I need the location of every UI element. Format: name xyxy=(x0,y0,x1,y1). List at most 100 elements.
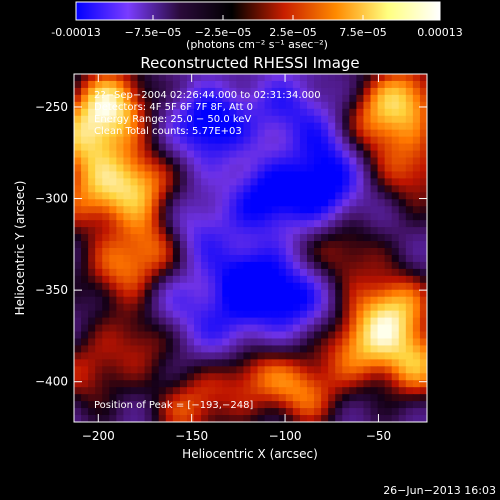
heatmap-cell xyxy=(179,248,188,256)
heatmap-cell xyxy=(278,268,287,277)
heatmap-cell xyxy=(158,408,167,416)
heatmap-cell xyxy=(349,192,357,200)
heatmap-cell xyxy=(172,143,181,152)
heatmap-cell xyxy=(405,206,414,214)
heatmap-cell xyxy=(201,303,209,312)
heatmap-cell xyxy=(314,157,322,166)
heatmap-cell xyxy=(81,234,89,242)
heatmap-cell xyxy=(271,87,280,96)
heatmap-cell xyxy=(123,143,132,152)
heatmap-cell xyxy=(102,206,110,214)
heatmap-cell xyxy=(194,87,202,96)
heatmap-cell xyxy=(81,268,89,277)
heatmap-cell xyxy=(398,310,407,319)
heatmap-cell xyxy=(321,394,329,402)
heatmap-cell xyxy=(165,289,174,298)
heatmap-cell xyxy=(158,338,167,347)
heatmap-cell xyxy=(271,150,280,159)
heatmap-cell xyxy=(243,143,252,152)
heatmap-cell xyxy=(95,261,103,270)
heatmap-cell xyxy=(81,317,89,326)
heatmap-cell xyxy=(130,220,139,228)
heatmap-cell xyxy=(116,87,125,96)
heatmap-cell xyxy=(179,143,188,152)
heatmap-cell xyxy=(109,317,117,326)
heatmap-cell xyxy=(95,199,103,207)
heatmap-cell xyxy=(314,80,322,89)
heatmap-cell xyxy=(215,282,223,291)
heatmap-cell xyxy=(194,136,202,145)
heatmap-cell xyxy=(257,122,266,131)
heatmap-cell xyxy=(236,387,245,395)
heatmap-cell xyxy=(208,394,216,402)
heatmap-cell xyxy=(398,206,407,214)
heatmap-cell xyxy=(377,268,386,277)
heatmap-cell xyxy=(186,171,195,179)
heatmap-cell xyxy=(356,268,365,277)
heatmap-cell xyxy=(278,317,287,326)
heatmap-cell xyxy=(102,185,110,193)
heatmap-cell xyxy=(349,206,357,214)
heatmap-cell xyxy=(123,289,132,298)
heatmap-cell xyxy=(137,331,146,340)
heatmap-cell xyxy=(158,157,167,166)
heatmap-cell xyxy=(208,192,216,200)
heatmap-cell xyxy=(201,213,209,221)
heatmap-cell xyxy=(109,296,117,305)
heatmap-cell xyxy=(123,296,132,305)
heatmap-cell xyxy=(229,164,237,173)
heatmap-cell xyxy=(243,275,252,284)
heatmap-cell xyxy=(377,87,386,96)
heatmap-cell xyxy=(356,324,365,333)
heatmap-cell xyxy=(412,289,421,298)
heatmap-cell xyxy=(144,310,153,319)
heatmap-cell xyxy=(278,275,287,284)
heatmap-cell xyxy=(208,282,216,291)
heatmap-cell xyxy=(123,164,132,173)
heatmap-cell xyxy=(201,220,209,228)
heatmap-cell xyxy=(123,275,132,284)
heatmap-cell xyxy=(109,164,117,173)
heatmap-cell xyxy=(405,310,414,319)
heatmap-cell xyxy=(194,241,202,249)
heatmap-cell xyxy=(137,192,146,200)
heatmap-cell xyxy=(306,129,315,138)
heatmap-cell xyxy=(384,74,393,82)
heatmap-cell xyxy=(405,108,414,117)
heatmap-cell xyxy=(179,178,188,186)
heatmap-cell xyxy=(285,129,294,138)
heatmap-cell xyxy=(123,366,132,374)
annotation-time-range: 2?−Sep−2004 02:26:44.000 to 02:31:34.000 xyxy=(94,90,321,101)
heatmap-cell xyxy=(285,185,294,193)
heatmap-cell xyxy=(179,122,188,131)
heatmap-cell xyxy=(250,324,259,333)
heatmap-cell xyxy=(342,254,350,263)
heatmap-cell xyxy=(74,303,82,312)
heatmap-image xyxy=(74,74,427,422)
heatmap-cell xyxy=(306,268,315,277)
heatmap-cell xyxy=(292,143,301,152)
heatmap-cell xyxy=(391,289,400,298)
heatmap-cell xyxy=(306,178,315,186)
heatmap-cell xyxy=(321,324,329,333)
heatmap-cell xyxy=(81,136,89,145)
heatmap-cell xyxy=(95,352,103,360)
heatmap-cell xyxy=(137,185,146,193)
heatmap-cell xyxy=(109,74,117,82)
heatmap-cell xyxy=(391,74,400,82)
heatmap-cell xyxy=(229,310,237,319)
heatmap-cell xyxy=(222,275,230,284)
heatmap-cell xyxy=(123,387,132,395)
heatmap-cell xyxy=(328,394,336,402)
heatmap-cell xyxy=(264,359,273,367)
heatmap-cell xyxy=(356,136,365,145)
heatmap-cell xyxy=(194,185,202,193)
heatmap-cell xyxy=(363,310,372,319)
heatmap-cell xyxy=(109,227,117,235)
heatmap-cell xyxy=(419,199,427,207)
heatmap-cell xyxy=(236,206,245,214)
heatmap-cell xyxy=(74,220,82,228)
heatmap-cell xyxy=(208,345,216,353)
heatmap-cell xyxy=(264,415,273,422)
heatmap-cell xyxy=(215,254,223,263)
